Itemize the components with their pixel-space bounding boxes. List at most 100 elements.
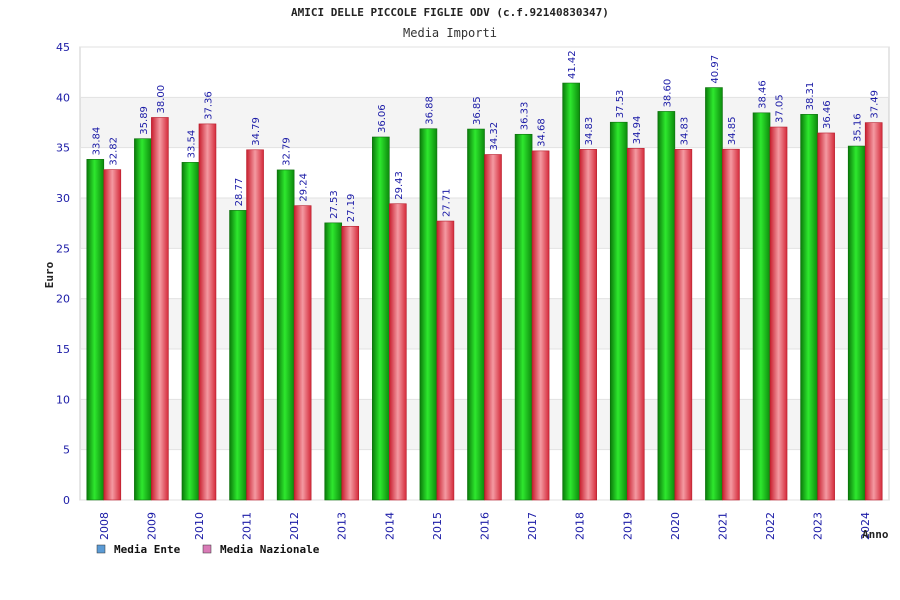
- x-tick-label: 2024: [859, 512, 872, 540]
- data-label: 32.82: [108, 137, 119, 166]
- x-tick-label: 2011: [241, 512, 254, 540]
- data-label: 27.53: [329, 190, 340, 219]
- bar-media-nazionale: [436, 220, 455, 501]
- bar-media-nazionale: [674, 149, 693, 501]
- bar-media-nazionale: [198, 123, 217, 501]
- bar-media-ente: [372, 136, 390, 501]
- bar-media-nazionale: [579, 149, 597, 501]
- bar-media-nazionale: [864, 122, 883, 501]
- data-label: 35.16: [853, 113, 864, 142]
- bar-media-ente: [86, 159, 105, 501]
- bars: [86, 82, 883, 501]
- legend-swatch-media-ente: [96, 544, 106, 554]
- bar-media-nazionale: [341, 225, 360, 501]
- data-label: 34.79: [251, 117, 262, 146]
- data-label: 27.19: [346, 194, 357, 223]
- bar-media-nazionale: [722, 148, 740, 501]
- y-tick-label: 20: [56, 293, 70, 306]
- data-label: 36.88: [424, 96, 435, 125]
- bar-media-ente: [705, 87, 723, 501]
- data-label: 28.77: [234, 178, 245, 207]
- bar-media-nazionale: [293, 205, 312, 501]
- bar-media-ente: [134, 138, 152, 501]
- x-tick-label: 2017: [526, 512, 539, 540]
- data-label: 34.68: [537, 118, 548, 147]
- legend-label-media-ente: Media Ente: [114, 543, 181, 556]
- data-label: 35.89: [139, 106, 150, 135]
- data-label: 29.24: [299, 173, 310, 202]
- y-tick-label: 40: [56, 91, 70, 104]
- legend-label-media-nazionale: Media Nazionale: [220, 543, 320, 556]
- data-label: 34.94: [632, 116, 643, 145]
- data-label: 38.46: [758, 80, 769, 109]
- bar-media-ente: [324, 222, 343, 501]
- y-tick-label: 35: [56, 142, 70, 155]
- data-label: 34.83: [584, 117, 595, 146]
- x-tick-label: 2009: [145, 512, 158, 540]
- bar-media-ente: [467, 128, 485, 501]
- data-label: 40.97: [710, 55, 721, 84]
- bar-media-ente: [419, 128, 438, 501]
- bar-media-ente: [847, 145, 866, 501]
- data-label: 36.06: [377, 104, 388, 133]
- y-axis-label: Euro: [43, 261, 56, 288]
- bar-media-ente: [276, 169, 295, 501]
- data-label: 34.32: [489, 122, 500, 151]
- x-tick-label: 2023: [812, 512, 825, 540]
- data-label: 38.31: [805, 82, 816, 111]
- y-tick-label: 15: [56, 343, 70, 356]
- data-label: 34.85: [727, 117, 738, 146]
- x-tick-label: 2020: [669, 512, 682, 540]
- data-label: 36.85: [472, 96, 483, 125]
- bar-media-nazionale: [626, 147, 645, 501]
- x-tick-label: 2012: [288, 512, 301, 540]
- bar-media-nazionale: [769, 126, 788, 501]
- bar-media-ente: [657, 111, 676, 501]
- data-label: 27.71: [441, 188, 452, 217]
- legend: Media Ente Media Nazionale: [96, 543, 320, 556]
- y-tick-label: 5: [63, 444, 70, 457]
- x-tick-label: 2014: [383, 512, 396, 540]
- bar-media-ente: [752, 112, 771, 501]
- data-label: 36.46: [822, 100, 833, 129]
- bar-media-ente: [181, 162, 200, 501]
- data-label: 33.84: [91, 127, 102, 156]
- x-tick-label: 2019: [621, 512, 634, 540]
- bar-media-nazionale: [151, 117, 169, 501]
- data-labels: 33.84 32.82 35.89 38.00 33.54 37.36 28.77 34.79…: [91, 50, 880, 222]
- legend-swatch-media-nazionale: [202, 544, 212, 554]
- x-tick-label: 2013: [336, 512, 349, 540]
- data-label: 37.53: [615, 90, 626, 119]
- bar-media-ente: [609, 121, 628, 501]
- bar-media-nazionale: [246, 149, 264, 501]
- bar-media-ente: [800, 114, 818, 501]
- bar-media-ente: [229, 210, 247, 501]
- bar-media-nazionale: [484, 154, 502, 501]
- y-tick-label: 0: [63, 494, 70, 507]
- bar-media-ente: [514, 133, 533, 501]
- chart-subtitle: Media Importi: [403, 26, 497, 40]
- data-label: 38.60: [662, 79, 673, 108]
- bar-media-nazionale: [103, 169, 122, 501]
- bar-media-ente: [562, 82, 580, 501]
- chart-title: AMICI DELLE PICCOLE FIGLIE ODV (c.f.9214…: [291, 6, 609, 19]
- x-tick-label: 2008: [98, 512, 111, 540]
- y-axis-ticks: 0 5 10 15 20 25 30 35 40 45: [56, 41, 70, 507]
- data-label: 32.79: [282, 137, 293, 166]
- x-tick-label: 2015: [431, 512, 444, 540]
- y-tick-label: 45: [56, 41, 70, 54]
- data-label: 36.33: [520, 102, 531, 131]
- data-label: 38.00: [156, 85, 167, 114]
- y-tick-label: 10: [56, 393, 70, 406]
- data-label: 37.05: [775, 94, 786, 123]
- x-tick-label: 2021: [716, 512, 729, 540]
- x-tick-label: 2010: [193, 512, 206, 540]
- x-axis-label: Anno: [862, 528, 889, 541]
- y-tick-label: 25: [56, 242, 70, 255]
- data-label: 29.43: [394, 171, 405, 200]
- data-label: 37.36: [203, 91, 214, 120]
- x-tick-label: 2022: [764, 512, 777, 540]
- bar-media-nazionale: [531, 150, 550, 501]
- y-tick-label: 30: [56, 192, 70, 205]
